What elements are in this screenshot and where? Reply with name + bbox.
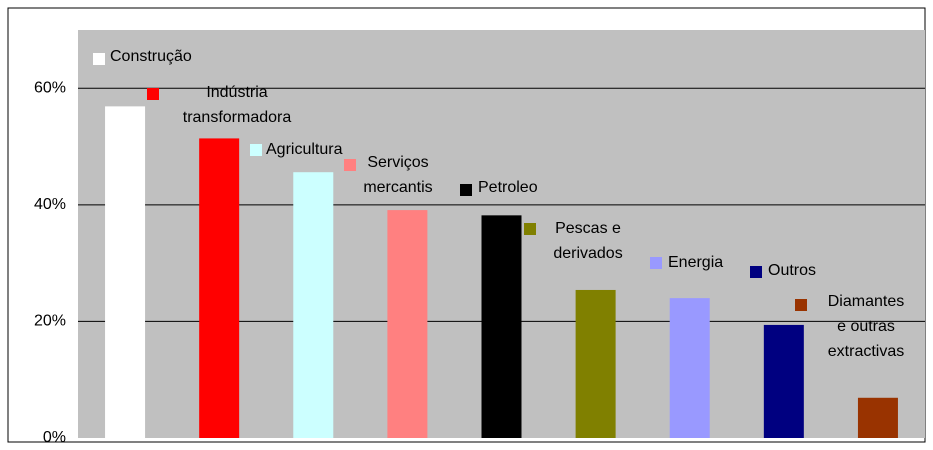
category-label: Indústria transformadora <box>183 84 292 126</box>
bar <box>105 106 146 439</box>
bar <box>669 298 710 438</box>
category-label: Petroleo <box>478 179 538 196</box>
legend-swatch <box>795 299 807 311</box>
category-label-line: derivados <box>553 245 622 262</box>
bar <box>857 397 898 438</box>
legend-swatch <box>147 88 159 100</box>
bar <box>481 215 522 438</box>
category-label: Serviços mercantis <box>363 154 432 196</box>
category-label-line: mercantis <box>363 179 432 196</box>
category-label-line: Outros <box>768 262 816 279</box>
legend-swatch <box>750 266 762 278</box>
legend-swatch <box>344 159 356 171</box>
bar <box>575 289 616 438</box>
category-label-line: Indústria <box>206 84 267 101</box>
bar <box>293 172 334 438</box>
category-label: Pescas e derivados <box>553 220 622 262</box>
legend-swatch <box>93 53 105 65</box>
bar <box>763 324 804 438</box>
bar <box>387 210 428 438</box>
category-label-line: Petroleo <box>478 179 538 196</box>
category-label-line: Energia <box>668 254 723 271</box>
legend-swatch <box>650 257 662 269</box>
category-label-line: transformadora <box>183 109 292 126</box>
legend-swatch <box>460 184 472 196</box>
category-label-line: Construção <box>110 48 192 65</box>
category-label-line: Agricultura <box>266 141 343 158</box>
category-label-line: extractivas <box>828 343 904 360</box>
bar <box>199 138 240 438</box>
y-tick-label: 40% <box>34 196 66 213</box>
y-tick-label: 0% <box>43 429 66 446</box>
category-label: Outros <box>768 262 816 279</box>
category-label-line: Serviços <box>367 154 428 171</box>
legend-swatch <box>250 144 262 156</box>
category-label: Diamantes e outras extractivas <box>828 293 904 360</box>
category-label: Energia <box>668 254 723 271</box>
y-tick-label: 60% <box>34 80 66 97</box>
category-label-line: Diamantes <box>828 293 904 310</box>
legend-swatch <box>524 223 536 235</box>
category-label-line: e outras <box>837 318 895 335</box>
y-tick-label: 20% <box>34 313 66 330</box>
category-label: Agricultura <box>266 141 343 158</box>
category-label-line: Pescas e <box>555 220 621 237</box>
category-label: Construção <box>110 48 192 65</box>
